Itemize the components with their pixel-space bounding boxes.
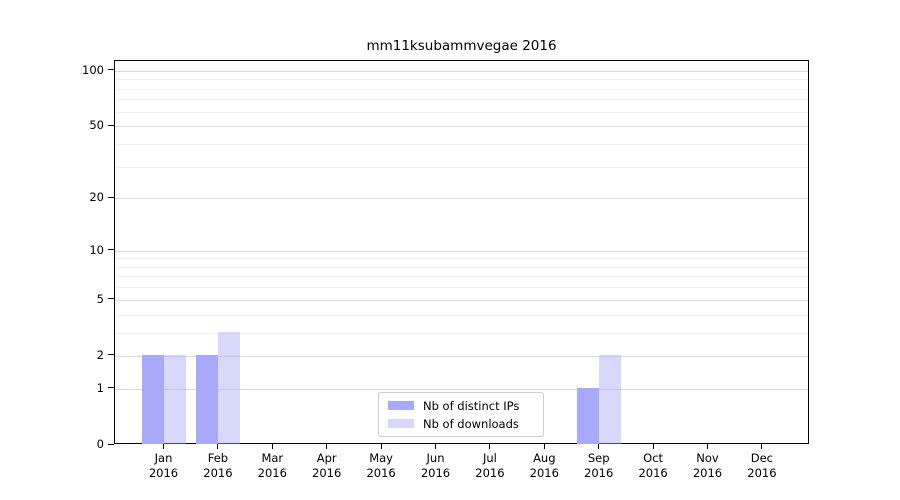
gridline-major bbox=[115, 198, 808, 200]
x-tick-year: 2016 bbox=[692, 466, 723, 480]
x-tick-label: Apr 2016 bbox=[295, 451, 359, 481]
y-tick-label: 0 bbox=[96, 437, 104, 451]
x-tick-label: Jan 2016 bbox=[132, 451, 196, 481]
y-tick-label: 5 bbox=[96, 291, 104, 306]
x-tick bbox=[163, 444, 164, 449]
x-tick bbox=[652, 444, 654, 449]
x-tick-month: Dec bbox=[750, 451, 774, 465]
legend-item-downloads: Nb of downloads bbox=[388, 417, 543, 431]
x-tick-year: 2016 bbox=[148, 466, 179, 480]
gridline-minor bbox=[115, 258, 808, 260]
legend-item-distinct-ips: Nb of distinct IPs bbox=[388, 399, 543, 413]
x-tick bbox=[271, 444, 273, 449]
x-tick-label: Jul 2016 bbox=[458, 451, 522, 481]
gridline-major bbox=[115, 388, 808, 390]
x-tick bbox=[543, 444, 545, 449]
x-tick bbox=[435, 444, 436, 449]
y-tick bbox=[108, 249, 114, 251]
gridline-minor bbox=[115, 88, 808, 90]
x-tick-label: Jun 2016 bbox=[404, 451, 468, 481]
x-tick-month: Jul bbox=[482, 451, 497, 465]
x-tick bbox=[761, 444, 763, 449]
x-tick-label: Dec 2016 bbox=[730, 451, 794, 481]
x-tick-month: Nov bbox=[696, 451, 719, 465]
x-tick-month: Jun bbox=[426, 451, 445, 465]
gridline-major bbox=[115, 355, 808, 357]
bar-distinct-ips bbox=[195, 354, 218, 444]
gridline-minor bbox=[115, 314, 808, 316]
x-tick bbox=[598, 444, 600, 449]
y-tick bbox=[108, 443, 114, 445]
legend-swatch-downloads bbox=[388, 419, 414, 428]
gridline-major bbox=[115, 126, 808, 128]
chart-title: mm11ksubammvegae 2016 bbox=[366, 38, 557, 54]
gridline-minor bbox=[115, 99, 808, 101]
gridline-major bbox=[115, 250, 808, 252]
x-tick-year: 2016 bbox=[366, 466, 396, 480]
legend-label-distinct-ips: Nb of distinct IPs bbox=[423, 398, 520, 413]
x-tick-year: 2016 bbox=[312, 466, 342, 480]
bar-distinct-ips bbox=[141, 354, 164, 444]
gridline-minor bbox=[115, 111, 808, 113]
y-tick bbox=[108, 387, 114, 389]
gridline-minor bbox=[115, 276, 808, 278]
x-tick bbox=[707, 444, 708, 449]
legend-label-downloads: Nb of downloads bbox=[423, 416, 519, 431]
y-tick-label: 100 bbox=[82, 62, 104, 77]
x-tick-month: Apr bbox=[316, 451, 337, 465]
gridline-minor bbox=[115, 79, 808, 81]
y-tick bbox=[108, 298, 114, 300]
bar-downloads bbox=[598, 354, 621, 444]
x-tick bbox=[489, 444, 491, 449]
x-tick-month: Sep bbox=[587, 451, 610, 465]
x-tick-label: Feb 2016 bbox=[186, 451, 250, 481]
plot-area bbox=[114, 60, 809, 444]
x-tick bbox=[326, 444, 328, 449]
legend-swatch-distinct-ips bbox=[388, 401, 414, 410]
x-tick-year: 2016 bbox=[584, 466, 614, 480]
x-tick-month: Feb bbox=[207, 451, 229, 465]
y-tick-label: 50 bbox=[89, 118, 104, 133]
bar-downloads bbox=[217, 331, 240, 444]
x-tick-month: May bbox=[369, 451, 393, 465]
x-tick-label: Sep 2016 bbox=[567, 451, 631, 481]
x-tick-year: 2016 bbox=[257, 466, 287, 480]
x-tick-year: 2016 bbox=[203, 466, 233, 480]
y-tick bbox=[108, 69, 114, 71]
bar-downloads bbox=[163, 354, 186, 444]
y-tick bbox=[108, 196, 114, 198]
gridline-major bbox=[115, 70, 808, 72]
x-tick-year: 2016 bbox=[475, 466, 505, 480]
gridline-minor bbox=[115, 143, 808, 145]
x-tick bbox=[380, 444, 382, 449]
gridline-minor bbox=[115, 266, 808, 268]
x-tick-year: 2016 bbox=[638, 466, 668, 480]
x-tick-month: Jan bbox=[154, 451, 173, 465]
gridline-minor bbox=[115, 287, 808, 289]
x-tick-year: 2016 bbox=[420, 466, 451, 480]
x-tick-label: Oct 2016 bbox=[621, 451, 685, 481]
y-tick-label: 20 bbox=[89, 190, 104, 205]
x-tick-label: Mar 2016 bbox=[240, 451, 304, 481]
y-tick-label: 10 bbox=[89, 242, 104, 257]
x-tick-year: 2016 bbox=[747, 466, 777, 480]
x-tick-label: May 2016 bbox=[349, 451, 413, 481]
bar-distinct-ips bbox=[576, 387, 599, 444]
legend: Nb of distinct IPs Nb of downloads bbox=[378, 392, 544, 437]
x-tick-year: 2016 bbox=[529, 466, 559, 480]
x-tick-month: Aug bbox=[533, 451, 556, 465]
gridline-minor bbox=[115, 332, 808, 334]
y-tick-label: 1 bbox=[96, 380, 104, 395]
x-tick bbox=[217, 444, 219, 449]
x-tick-month: Mar bbox=[261, 451, 284, 465]
x-tick-label: Aug 2016 bbox=[512, 451, 576, 481]
gridline-major bbox=[115, 299, 808, 301]
y-tick-label: 2 bbox=[96, 347, 104, 362]
y-tick bbox=[108, 354, 114, 356]
x-tick-label: Nov 2016 bbox=[676, 451, 740, 481]
y-tick bbox=[108, 124, 114, 126]
x-tick-month: Oct bbox=[643, 451, 664, 465]
gridline-minor bbox=[115, 166, 808, 168]
